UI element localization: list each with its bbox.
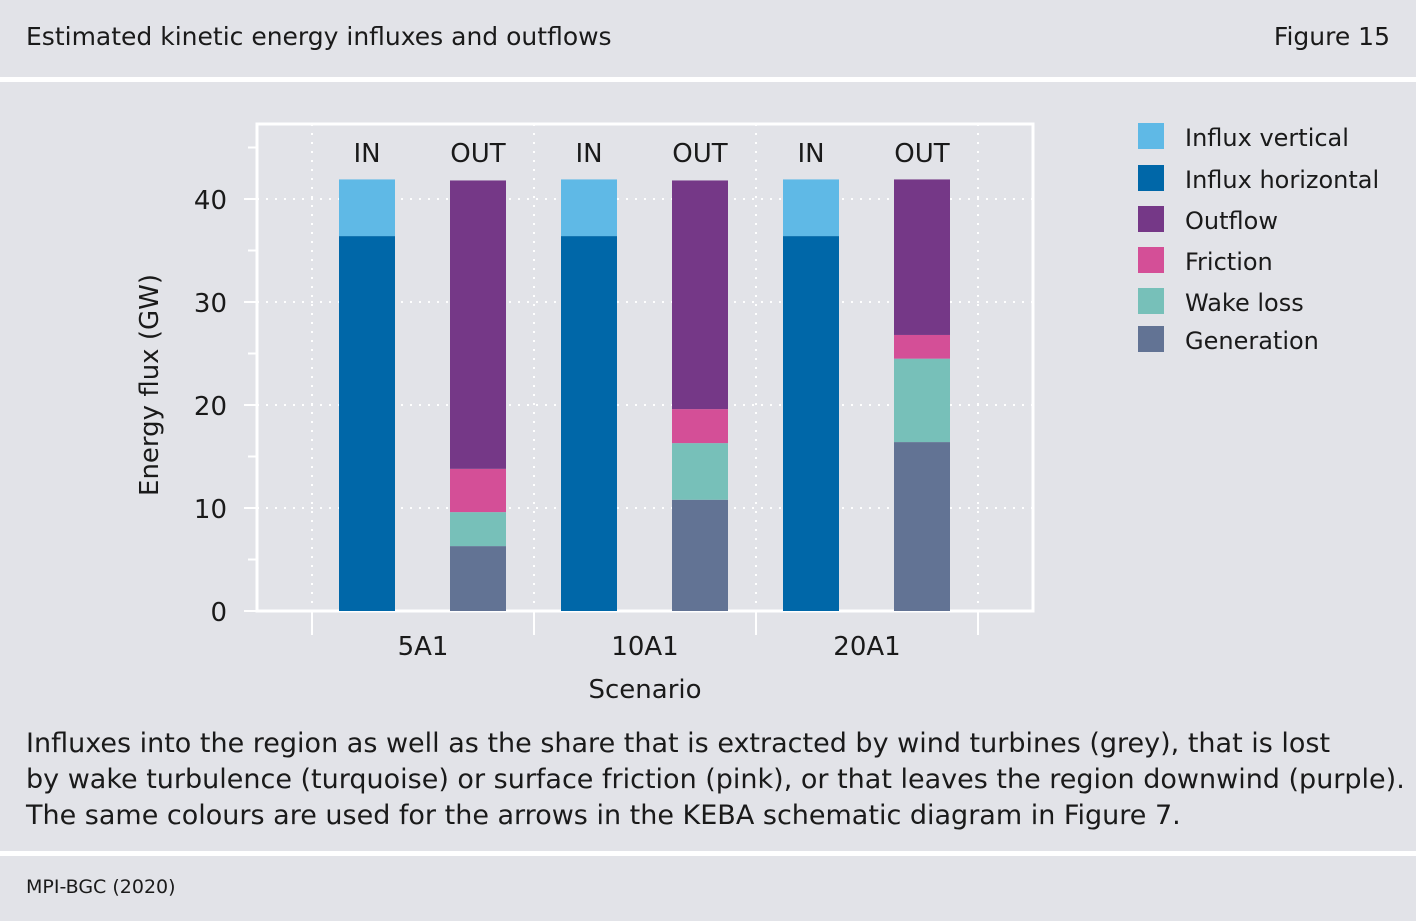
bar-5A1-out-wake-loss — [450, 512, 506, 547]
bar-20A1-in-influx-vertical — [783, 179, 839, 237]
caption-line-3: The same colours are used for the arrows… — [26, 800, 1181, 831]
bar-10A1-out-outflow — [672, 180, 728, 410]
x-axis-title: Scenario — [588, 675, 701, 705]
bar-20A1-in-influx-horizontal — [783, 236, 839, 611]
footer-divider — [0, 851, 1416, 856]
legend-label-wake-loss: Wake loss — [1185, 289, 1304, 317]
legend-label-influx-vertical: Influx vertical — [1185, 124, 1349, 152]
legend-swatch-influx-horizontal — [1138, 165, 1164, 191]
bar-20A1-out-outflow — [894, 179, 950, 335]
bar-10A1-out-generation — [672, 499, 728, 611]
bar-label-10A1-in: IN — [575, 139, 602, 169]
plot-frame — [255, 122, 1035, 613]
stacked-bar-chart: 0 10 20 30 40 IN OUT IN OUT IN OUT 5A1 10A1 20A1 Scena… — [135, 122, 1379, 705]
bar-10A1-in-influx-vertical — [561, 179, 617, 237]
source-credit: MPI-BGC (2020) — [26, 876, 176, 898]
figure-caption: Influxes into the region as well as the … — [26, 726, 1406, 834]
bar-20A1-out-wake-loss — [894, 358, 950, 443]
caption-line-2: by wake turbulence (turquoise) or surfac… — [26, 764, 1405, 795]
legend-swatch-generation — [1138, 326, 1164, 352]
bar-label-20A1-out: OUT — [894, 139, 949, 169]
figure-header: Estimated kinetic energy influxes and ou… — [0, 0, 1416, 77]
bar-10A1-out-wake-loss — [672, 443, 728, 500]
bar-10A1-in-influx-horizontal — [561, 236, 617, 611]
y-tick-label-10: 10 — [194, 495, 227, 525]
bar-20A1-out-generation — [894, 442, 950, 611]
bar-5A1-out-outflow — [450, 180, 506, 469]
bar-label-20A1-in: IN — [797, 139, 824, 169]
figure-title: Estimated kinetic energy influxes and ou… — [26, 22, 612, 51]
legend-swatch-influx-vertical — [1138, 123, 1164, 149]
y-tick-label-0: 0 — [210, 598, 227, 628]
figure-number: Figure 15 — [1273, 22, 1390, 51]
x-tick-label-20A1: 20A1 — [833, 632, 900, 662]
y-tick-label-30: 30 — [194, 289, 227, 319]
x-tick-label-5A1: 5A1 — [398, 632, 449, 662]
bar-5A1-in-influx-vertical — [339, 179, 395, 237]
bar-label-5A1-out: OUT — [450, 139, 505, 169]
y-tick-label-20: 20 — [194, 392, 227, 422]
bar-20A1-out-friction — [894, 334, 950, 359]
y-axis-title: Energy flux (GW) — [135, 274, 165, 496]
bar-label-5A1-in: IN — [353, 139, 380, 169]
legend-label-friction: Friction — [1185, 248, 1273, 276]
bar-5A1-out-friction — [450, 468, 506, 513]
bar-label-10A1-out: OUT — [672, 139, 727, 169]
bar-10A1-out-friction — [672, 409, 728, 444]
y-tick-label-40: 40 — [194, 186, 227, 216]
header-divider — [0, 77, 1416, 82]
legend-swatch-wake-loss — [1138, 288, 1164, 314]
legend-swatch-friction — [1138, 247, 1164, 273]
bar-5A1-in-influx-horizontal — [339, 236, 395, 611]
legend-label-outflow: Outflow — [1185, 207, 1278, 235]
bar-5A1-out-generation — [450, 546, 506, 611]
caption-line-1: Influxes into the region as well as the … — [26, 728, 1331, 759]
legend-swatch-outflow — [1138, 206, 1164, 232]
x-tick-label-10A1: 10A1 — [611, 632, 678, 662]
legend-label-generation: Generation — [1185, 327, 1319, 355]
legend-label-influx-horizontal: Influx horizontal — [1185, 166, 1379, 194]
